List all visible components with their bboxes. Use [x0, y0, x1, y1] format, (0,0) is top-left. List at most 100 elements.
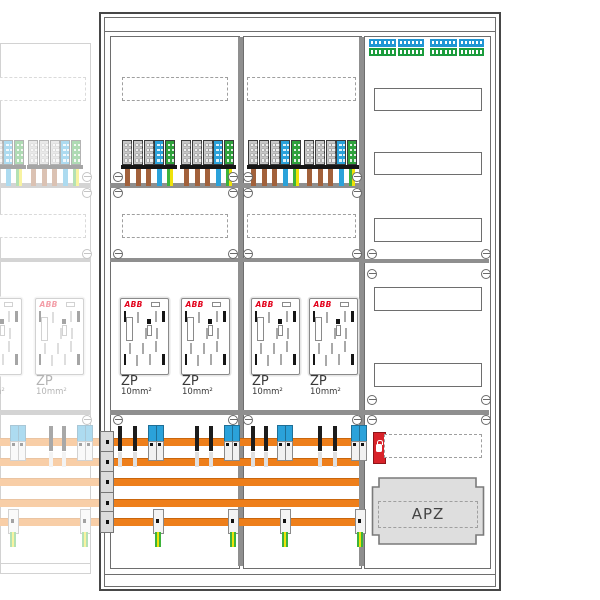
cable-lug [251, 426, 255, 451]
mount-notch [15, 354, 18, 365]
terminal-dot [150, 143, 153, 146]
lug-shadow [195, 452, 199, 467]
strip-dot [480, 50, 483, 54]
clamp-screw-dot [150, 442, 153, 446]
terminal-dot [198, 159, 201, 162]
terminal-tick [136, 355, 138, 366]
strip-dot [391, 40, 394, 45]
terminal-dot [0, 148, 2, 152]
terminal-dot [227, 159, 230, 162]
meter-contact [147, 319, 151, 324]
terminal-tick [9, 328, 11, 339]
terminal-dot [157, 143, 160, 146]
busbar [0, 458, 103, 466]
mount-notch [162, 354, 165, 365]
screw-icon [243, 249, 253, 259]
terminal-dot [128, 159, 132, 162]
terminal-dot [146, 148, 149, 152]
terminal-dot [272, 143, 275, 146]
phase-wire [135, 168, 141, 186]
neutral-terminal [336, 140, 347, 165]
terminal-base-bar [303, 164, 359, 169]
meter-slot [335, 325, 341, 336]
terminal-dot [354, 154, 357, 157]
terminal-base-bar [121, 164, 177, 169]
strip-dot [464, 50, 467, 54]
terminal-dot [17, 148, 20, 152]
lug-shadow [333, 452, 337, 467]
label-field [0, 214, 86, 238]
neutral-wire [63, 168, 69, 186]
busbar-tap-clamp [17, 425, 27, 461]
terminal-dot [63, 143, 66, 146]
terminal-dot [343, 159, 346, 162]
terminal-dot [146, 143, 149, 146]
terminal-dot [339, 154, 342, 157]
terminal-dot [184, 159, 187, 162]
meter-plate: ABB [309, 298, 358, 375]
terminal-tick [326, 312, 328, 323]
terminal-tick [286, 341, 288, 352]
screw-icon [113, 249, 123, 259]
meter-window [340, 302, 349, 307]
phase-wire [250, 168, 256, 186]
phase-terminal [0, 140, 3, 165]
strip-dot [408, 50, 410, 54]
neutral-wire [6, 168, 12, 186]
strip-dot [444, 50, 447, 54]
terminal-dot [317, 143, 320, 146]
clamp-body [155, 440, 165, 461]
cable-lug [209, 426, 213, 451]
terminal-dot [161, 154, 164, 157]
terminal-dot [52, 148, 55, 152]
terminal-dot [78, 159, 81, 162]
terminal-dot [56, 154, 59, 157]
meter-field-label: ZP [252, 374, 269, 389]
busbar-tap-clamp [224, 425, 233, 461]
mount-notch [184, 311, 187, 322]
terminal-tick [344, 341, 346, 352]
clamp-screw-dot [358, 519, 361, 523]
strip-dot [460, 40, 463, 45]
terminal-tick [203, 343, 205, 354]
busbar [0, 478, 103, 486]
screw-icon [243, 187, 253, 198]
phase-terminal [269, 140, 280, 165]
terminal-dot [198, 143, 201, 146]
terminal-dot [31, 154, 34, 157]
mount-notch [254, 311, 257, 322]
terminal-dot [10, 143, 13, 146]
clamp-body [10, 440, 19, 461]
strip-dot [468, 50, 471, 54]
strip-dot [444, 40, 447, 45]
clamp-cap [231, 425, 241, 442]
strip-dot [383, 50, 386, 54]
terminal-dot [157, 159, 160, 162]
screw-icon [82, 415, 92, 425]
vertical-divider [238, 37, 243, 566]
meter-plate: ABB [181, 298, 230, 375]
strip-dot [432, 40, 435, 45]
screw-icon [481, 249, 491, 259]
terminal-dot [194, 148, 197, 152]
terminal-tick [344, 311, 346, 322]
pe-terminal-strip [458, 48, 484, 56]
terminal-dot [128, 154, 132, 157]
meter-wire-spec: 10mm² [0, 387, 5, 397]
phase-terminal [191, 140, 202, 165]
terminal-tick [149, 354, 151, 365]
terminal-dot [184, 154, 187, 157]
connector-screw-dot [105, 501, 109, 505]
terminal-dot [276, 143, 279, 146]
terminal-tick [280, 354, 282, 365]
strip-dot [460, 50, 463, 54]
terminal-dot [45, 148, 48, 152]
strip-dot [464, 40, 467, 45]
terminal-dot [287, 143, 290, 146]
clamp-body [84, 440, 94, 461]
screw-icon [481, 395, 491, 405]
terminal-dot [67, 154, 70, 157]
terminal-dot [227, 148, 230, 152]
terminal-dot [283, 154, 286, 157]
